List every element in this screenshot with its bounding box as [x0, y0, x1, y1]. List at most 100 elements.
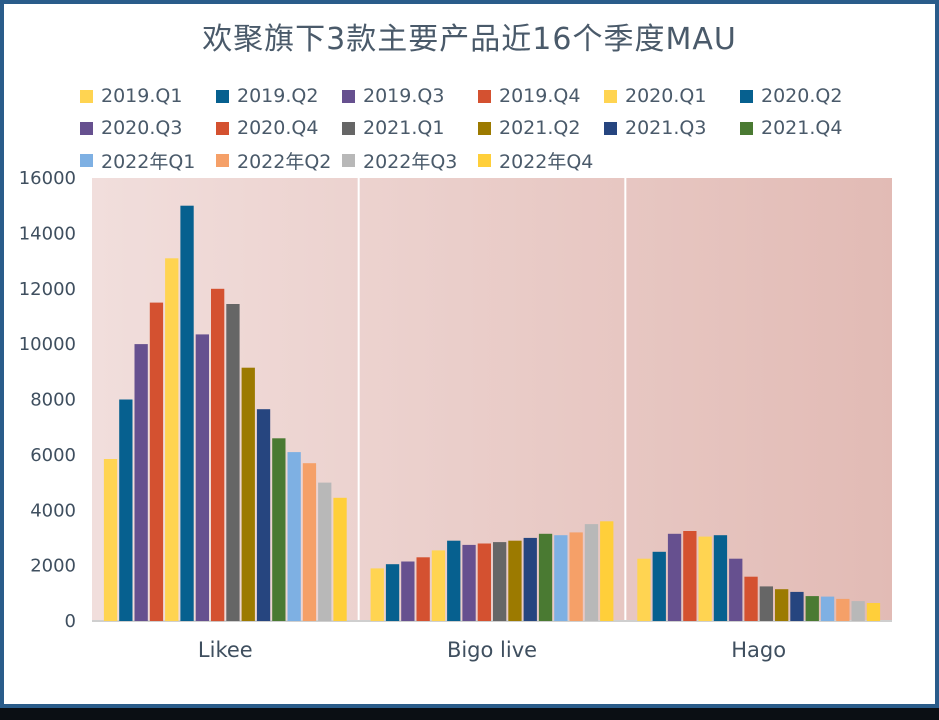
bar	[698, 536, 712, 621]
legend-label: 2020.Q1	[625, 85, 707, 107]
legend-swatch	[740, 121, 753, 135]
bottom-bar	[0, 708, 939, 720]
bar	[584, 524, 599, 621]
legend-label: 2021.Q4	[761, 117, 843, 139]
legend-swatch	[478, 153, 491, 167]
bar	[416, 557, 430, 621]
x-category-label: Likee	[198, 638, 253, 662]
legend-swatch	[216, 121, 229, 135]
y-tick-label: 4000	[30, 500, 76, 521]
legend-swatch	[216, 89, 229, 103]
bar	[302, 463, 317, 621]
bar	[211, 288, 225, 622]
legend-item: 2020.Q4	[216, 116, 318, 140]
legend-swatch	[80, 89, 93, 103]
bar	[401, 561, 415, 621]
y-tick-label: 12000	[19, 279, 76, 300]
bar	[600, 521, 614, 621]
y-tick-label: 16000	[19, 168, 76, 189]
legend-item: 2021.Q1	[342, 116, 444, 140]
legend-item: 2022年Q3	[342, 148, 458, 173]
y-tick-label: 8000	[30, 390, 76, 411]
bar	[287, 452, 301, 621]
chart-title: 欢聚旗下3款主要产品近16个季度MAU	[202, 22, 737, 57]
bar	[554, 535, 568, 621]
legend-label: 2019.Q3	[363, 85, 445, 107]
bar	[318, 482, 332, 621]
bar	[652, 551, 666, 621]
bar	[165, 258, 179, 621]
bar	[462, 544, 476, 621]
legend-label: 2020.Q2	[761, 85, 843, 107]
bar	[272, 438, 286, 621]
bar	[370, 568, 384, 621]
legend-label: 2022年Q4	[499, 150, 594, 173]
legend-item: 2021.Q2	[478, 116, 580, 140]
bar	[729, 558, 743, 621]
legend-item: 2020.Q1	[604, 84, 706, 108]
legend-swatch	[478, 121, 491, 135]
legend-label: 2019.Q2	[237, 85, 319, 107]
x-category-label: Bigo live	[447, 638, 537, 662]
y-tick-label: 2000	[30, 556, 76, 577]
legend-label: 2019.Q1	[101, 85, 183, 107]
legend-swatch	[342, 153, 355, 167]
bar	[195, 334, 209, 621]
legend-item: 2022年Q2	[216, 148, 332, 173]
legend-swatch	[740, 89, 753, 103]
bar	[119, 399, 133, 621]
bar	[637, 558, 651, 621]
bar	[385, 564, 400, 621]
legend-label: 2022年Q2	[237, 150, 332, 173]
legend-swatch	[342, 89, 355, 103]
x-category-label: Hago	[731, 638, 786, 662]
bar	[667, 533, 682, 621]
legend-item: 2019.Q3	[342, 84, 444, 108]
legend-item: 2019.Q4	[478, 84, 580, 108]
legend-label: 2021.Q2	[499, 117, 581, 139]
legend-label: 2019.Q4	[499, 85, 581, 107]
legend-item: 2020.Q3	[80, 116, 182, 140]
y-tick-label: 6000	[30, 445, 76, 466]
y-tick-label: 10000	[19, 334, 76, 355]
y-tick-label: 0	[65, 611, 76, 632]
bar	[180, 205, 194, 621]
legend-swatch	[216, 153, 229, 167]
bar	[759, 586, 773, 621]
bar	[103, 459, 118, 621]
legend-label: 2021.Q1	[363, 117, 445, 139]
bar	[744, 576, 758, 621]
legend-item: 2019.Q1	[80, 84, 182, 108]
bar	[851, 601, 865, 621]
bar	[134, 344, 148, 621]
bar	[523, 537, 537, 621]
legend-label: 2022年Q3	[363, 150, 458, 173]
y-tick-label: 14000	[19, 223, 76, 244]
bar	[508, 540, 522, 621]
bar	[683, 531, 697, 621]
legend-label: 2020.Q3	[101, 117, 183, 139]
bar	[538, 533, 553, 621]
bar	[447, 540, 461, 621]
legend-swatch	[80, 121, 93, 135]
legend-item: 2022年Q1	[80, 148, 195, 173]
legend-swatch	[478, 89, 491, 103]
legend-swatch	[342, 121, 355, 135]
bar	[431, 550, 446, 621]
legend-item: 2019.Q2	[216, 84, 318, 108]
legend-label: 2020.Q4	[237, 117, 319, 139]
legend-swatch	[604, 89, 617, 103]
plot-background	[92, 178, 892, 621]
bar	[569, 532, 583, 621]
legend-swatch	[604, 121, 617, 135]
legend-item: 2021.Q3	[604, 116, 706, 140]
legend-item: 2020.Q2	[740, 84, 842, 108]
bar	[493, 542, 507, 621]
bar	[149, 302, 164, 621]
bar	[226, 304, 240, 621]
bar	[241, 367, 255, 621]
bar	[820, 596, 835, 621]
bar	[836, 598, 850, 621]
legend-item: 2022年Q4	[478, 148, 594, 173]
